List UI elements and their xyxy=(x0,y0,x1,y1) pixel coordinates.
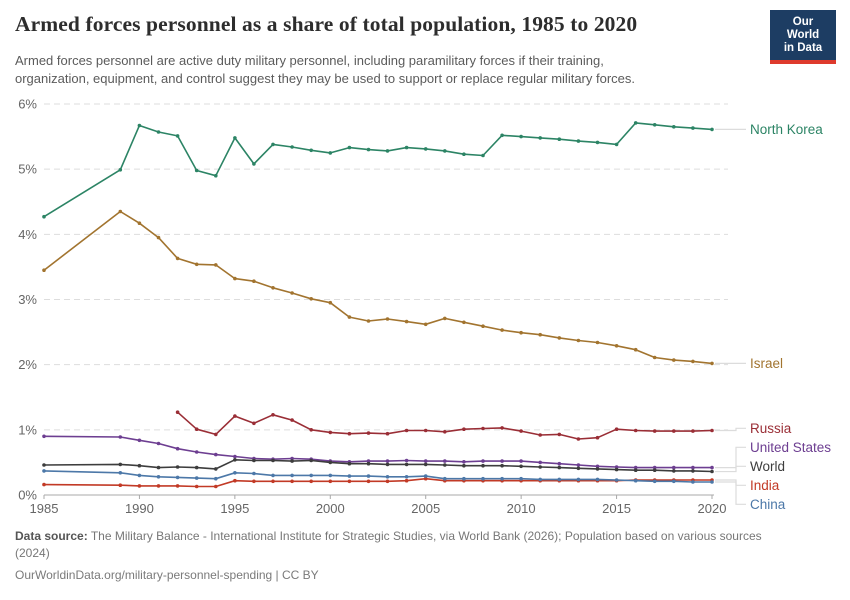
subtitle-line2: organization, equipment, and control sug… xyxy=(15,70,636,86)
data-source-note: Data source: The Military Balance - Inte… xyxy=(15,528,827,561)
data-source-text: The Military Balance - International Ins… xyxy=(87,529,762,543)
y-axis-label: 5% xyxy=(18,162,37,177)
owid-logo-line1: Our World xyxy=(786,16,820,41)
x-axis: 1985 1990 1995 2000 2005 2010 2015 2020 xyxy=(30,494,727,516)
series-line-world[interactable] xyxy=(42,458,714,474)
series-line-north-korea[interactable] xyxy=(42,121,714,219)
series-line-china[interactable] xyxy=(42,469,714,484)
series-label-israel[interactable]: Israel xyxy=(750,356,783,371)
y-axis: 0% 1% 2% 3% 4% 5% 6% xyxy=(18,96,37,502)
series-label-united-states[interactable]: United States xyxy=(750,440,831,455)
y-axis-label: 2% xyxy=(18,357,37,372)
subtitle-line1: Armed forces personnel are active duty m… xyxy=(15,53,604,68)
x-axis-label: 1995 xyxy=(220,501,249,516)
series-label-india[interactable]: India xyxy=(750,478,780,493)
series-line-russia[interactable] xyxy=(175,410,714,441)
x-axis-label: 2010 xyxy=(507,501,536,516)
data-source-label: Data source: xyxy=(15,529,88,543)
x-axis-label: 2020 xyxy=(698,501,727,516)
y-axis-label: 3% xyxy=(18,292,37,307)
series-label-china[interactable]: China xyxy=(750,497,786,512)
label-connectors xyxy=(715,128,746,505)
x-axis-label: 2000 xyxy=(316,501,345,516)
series-label-world[interactable]: World xyxy=(750,459,785,474)
series-line-israel[interactable] xyxy=(42,209,714,366)
series-label-russia[interactable]: Russia xyxy=(750,421,792,436)
x-axis-label: 1990 xyxy=(125,501,154,516)
owid-logo-line2: in Data xyxy=(783,42,823,54)
data-source-text-wrap: (2024) xyxy=(15,545,50,560)
x-axis-label: 2005 xyxy=(411,501,440,516)
owid-logo[interactable]: Our World in Data xyxy=(770,10,836,64)
y-axis-label: 6% xyxy=(18,96,37,111)
series-line-india[interactable] xyxy=(42,476,714,489)
y-axis-label: 4% xyxy=(18,227,37,242)
page-title: Armed forces personnel as a share of tot… xyxy=(15,12,638,36)
x-axis-label: 1985 xyxy=(30,501,59,516)
gridlines xyxy=(44,103,728,431)
y-axis-label: 0% xyxy=(18,488,37,503)
x-axis-label: 2015 xyxy=(602,501,631,516)
chart-footer: Data source: The Military Balance - Inte… xyxy=(15,528,827,584)
series-label-north-korea[interactable]: North Korea xyxy=(750,122,823,137)
owid-url-license[interactable]: OurWorldinData.org/military-personnel-sp… xyxy=(15,568,319,582)
chart-subtitle: Armed forces personnel are active duty m… xyxy=(15,52,635,87)
y-axis-label: 1% xyxy=(18,422,37,437)
